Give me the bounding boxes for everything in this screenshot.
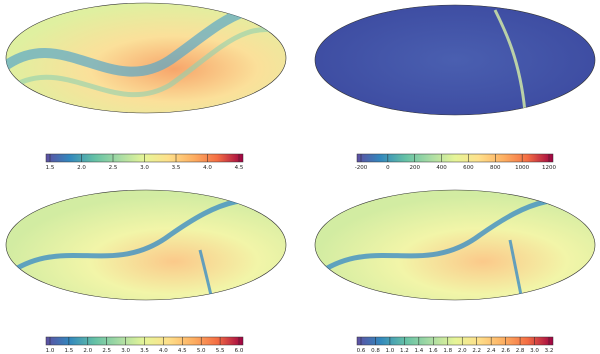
colorbar-tick-label: 1200 xyxy=(542,165,556,171)
colorbar-tick-label: 0 xyxy=(386,165,390,171)
colorbar-tick-label: 1.5 xyxy=(46,165,55,171)
colorbar xyxy=(356,153,554,163)
colorbar-tick-label: 3.0 xyxy=(530,348,539,354)
colorbar-tick-label: 2.0 xyxy=(77,165,86,171)
colorbar-tick-label: 3.2 xyxy=(545,348,554,354)
colorbar-tick-label: 1.2 xyxy=(400,348,409,354)
colorbar-tick-label: 0.8 xyxy=(371,348,380,354)
colorbar-tick-label: 6.0 xyxy=(235,348,244,354)
map xyxy=(314,4,596,116)
colorbar-tick-label: 2.0 xyxy=(458,348,467,354)
colorbar-tick-label: 1.6 xyxy=(429,348,438,354)
colorbar-tick-label: 3.5 xyxy=(172,165,181,171)
colorbar-tick-label: 1.8 xyxy=(443,348,452,354)
colorbar-tick-label: 1.0 xyxy=(386,348,395,354)
colorbar-tick-label: 2.8 xyxy=(516,348,525,354)
map xyxy=(314,189,596,301)
colorbar-tick-label: 2.5 xyxy=(102,348,111,354)
colorbar-tick-label: 1000 xyxy=(515,165,529,171)
colorbar-tick-label: 4.0 xyxy=(159,348,168,354)
colorbar-tick-label: 400 xyxy=(436,165,447,171)
colorbar-tick-label: 5.5 xyxy=(216,348,225,354)
colorbar-tick-label: 2.0 xyxy=(83,348,92,354)
colorbar-tick-label: 4.5 xyxy=(235,165,244,171)
colorbar-tick-label: 1.4 xyxy=(414,348,423,354)
colorbar-tick-label: 1.5 xyxy=(65,348,74,354)
colorbar-tick-label: 1.0 xyxy=(46,348,55,354)
colorbar xyxy=(356,336,554,346)
colorbar-tick-label: 5.0 xyxy=(197,348,206,354)
colorbar-tick-label: 3.0 xyxy=(121,348,130,354)
map xyxy=(5,189,287,301)
colorbar-tick-label: 600 xyxy=(463,165,474,171)
colorbar-tick-label: 2.2 xyxy=(472,348,481,354)
map xyxy=(5,2,287,114)
colorbar-tick-label: 2.6 xyxy=(501,348,510,354)
colorbar-tick-label: 3.0 xyxy=(140,165,149,171)
colorbar-tick-label: 4.0 xyxy=(203,165,212,171)
colorbar-tick-label: 2.4 xyxy=(487,348,496,354)
colorbar-tick-label: 4.5 xyxy=(178,348,187,354)
colorbar-tick-label: 2.5 xyxy=(109,165,118,171)
colorbar-tick-label: -200 xyxy=(355,165,368,171)
colorbar-tick-label: 800 xyxy=(490,165,501,171)
colorbar-tick-label: 0.6 xyxy=(357,348,366,354)
colorbar-tick-label: 200 xyxy=(409,165,420,171)
colorbar-tick-label: 3.5 xyxy=(140,348,149,354)
